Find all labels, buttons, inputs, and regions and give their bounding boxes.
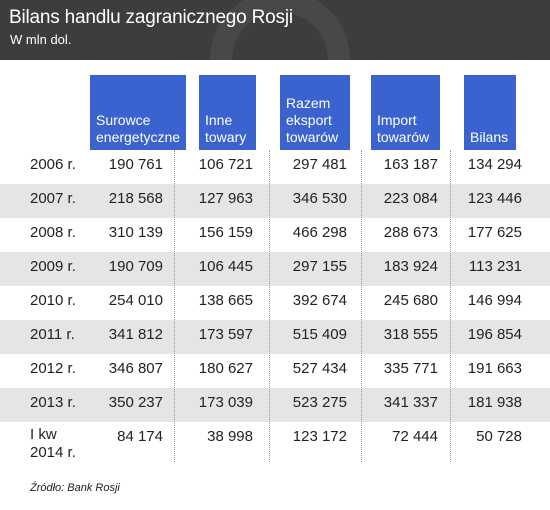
table-cell: 38 998 bbox=[207, 428, 253, 445]
table-cell: 138 665 bbox=[198, 292, 253, 309]
column-divider bbox=[174, 150, 175, 462]
table-cell: 183 924 bbox=[383, 258, 438, 275]
table-cell: 173 597 bbox=[198, 326, 253, 343]
table-cell: 84 174 bbox=[117, 428, 163, 445]
row-year-label: 2008 r. bbox=[30, 224, 76, 241]
table-cell: 341 337 bbox=[383, 394, 438, 411]
table-cell: 113 231 bbox=[468, 258, 522, 275]
table-cell: 350 237 bbox=[108, 394, 163, 411]
column-header-razem: Razem eksport towarów bbox=[280, 75, 350, 156]
column-header-surowce: Surowce energetyczne bbox=[90, 75, 186, 156]
table-cell: 254 010 bbox=[108, 292, 163, 309]
table-row: 2009 r. 190 709 106 445 297 155 183 924 113 2… bbox=[0, 252, 550, 286]
row-year-label: 2013 r. bbox=[30, 394, 76, 411]
table-row: 2010 r. 254 010 138 665 392 674 245 680 146 9… bbox=[0, 286, 550, 320]
table-cell: 223 084 bbox=[383, 190, 438, 207]
table-cell: 180 627 bbox=[198, 360, 253, 377]
row-year-label: 2007 r. bbox=[30, 190, 76, 207]
table-cell: 106 445 bbox=[198, 258, 253, 275]
table-row: 2007 r. 218 568 127 963 346 530 223 084 123 4… bbox=[0, 184, 550, 218]
table-cell: 341 812 bbox=[108, 326, 163, 343]
column-header-label: Import bbox=[377, 112, 417, 128]
table-cell: 288 673 bbox=[383, 224, 438, 241]
table-cell: 127 963 bbox=[198, 190, 253, 207]
table-cell: 123 446 bbox=[467, 190, 522, 207]
table-cell: 245 680 bbox=[383, 292, 438, 309]
column-divider bbox=[269, 150, 270, 462]
row-year-label: 2012 r. bbox=[30, 360, 76, 377]
column-header-label: towarów bbox=[286, 129, 339, 145]
table-cell: 392 674 bbox=[292, 292, 347, 309]
column-header-label: Surowce bbox=[96, 112, 151, 128]
column-header-label: Inne bbox=[205, 112, 233, 128]
table-cell: 527 434 bbox=[292, 360, 347, 377]
table-row: 2011 r. 341 812 173 597 515 409 318 555 196 8… bbox=[0, 320, 550, 354]
table-cell: 297 155 bbox=[292, 258, 347, 275]
table-cell: 72 444 bbox=[392, 428, 438, 445]
column-divider bbox=[450, 150, 451, 462]
column-header-label: eksport bbox=[286, 112, 332, 128]
table-row: 2013 r. 350 237 173 039 523 275 341 337 181 9… bbox=[0, 388, 550, 422]
table-cell: 177 625 bbox=[467, 224, 522, 241]
table-row: 2012 r. 346 807 180 627 527 434 335 771 191 6… bbox=[0, 354, 550, 388]
table-cell: 173 039 bbox=[198, 394, 253, 411]
table-cell: 346 807 bbox=[108, 360, 163, 377]
table-cell: 523 275 bbox=[292, 394, 347, 411]
row-year-label: 2011 r. bbox=[30, 326, 75, 343]
table-row: 2006 r. 190 761 106 721 297 481 163 187 134 2… bbox=[0, 150, 550, 184]
table-cell: 123 172 bbox=[292, 428, 347, 445]
table-row: I kw 2014 r. 84 174 38 998 123 172 72 444 50 … bbox=[0, 422, 550, 464]
table-cell: 190 709 bbox=[108, 258, 163, 275]
column-header-label: towarów bbox=[377, 129, 430, 145]
column-header-label: towary bbox=[205, 129, 247, 145]
table-cell: 466 298 bbox=[292, 224, 347, 241]
table-cell: 50 728 bbox=[476, 428, 522, 445]
table-cell: 515 409 bbox=[292, 326, 347, 343]
row-year-label: 2006 r. bbox=[30, 156, 76, 173]
table-cell: 310 139 bbox=[108, 224, 163, 241]
header-divider bbox=[0, 60, 550, 62]
page-title: Bilans handlu zagranicznego Rosji bbox=[9, 7, 293, 28]
data-table: 2006 r. 190 761 106 721 297 481 163 187 134 2… bbox=[0, 150, 550, 464]
table-cell: 191 663 bbox=[467, 360, 522, 377]
table-cell: 318 555 bbox=[383, 326, 438, 343]
table-cell: 346 530 bbox=[292, 190, 347, 207]
table-row: 2008 r. 310 139 156 159 466 298 288 673 177 6… bbox=[0, 218, 550, 252]
chart-header: Bilans handlu zagranicznego Rosji W mln … bbox=[0, 0, 550, 130]
column-header-bilans: Bilans bbox=[464, 75, 516, 156]
row-year-label: 2009 r. bbox=[30, 258, 76, 275]
table-cell: 163 187 bbox=[383, 156, 438, 173]
column-header-import: Import towarów bbox=[371, 75, 440, 156]
table-cell: 156 159 bbox=[198, 224, 253, 241]
table-cell: 218 568 bbox=[108, 190, 163, 207]
table-cell: 106 721 bbox=[198, 156, 253, 173]
column-headers: Surowce energetyczne Inne towary Razem e… bbox=[0, 62, 550, 156]
page-subtitle: W mln dol. bbox=[10, 32, 72, 47]
table-cell: 196 854 bbox=[467, 326, 522, 343]
table-cell: 335 771 bbox=[383, 360, 438, 377]
column-header-label: energetyczne bbox=[96, 129, 181, 145]
column-divider bbox=[361, 150, 362, 462]
column-header-label: Razem bbox=[286, 95, 331, 111]
column-header-label: Bilans bbox=[470, 129, 509, 145]
table-cell: 134 294 bbox=[467, 156, 522, 173]
table-cell: 181 938 bbox=[467, 394, 522, 411]
row-year-label: I kw 2014 r. bbox=[30, 426, 76, 461]
source-note: Źródło: Bank Rosji bbox=[30, 482, 120, 494]
table-cell: 190 761 bbox=[108, 156, 163, 173]
column-header-inne: Inne towary bbox=[199, 75, 256, 156]
table-cell: 297 481 bbox=[292, 156, 347, 173]
table-cell: 146 994 bbox=[467, 292, 522, 309]
row-year-label: 2010 r. bbox=[30, 292, 76, 309]
